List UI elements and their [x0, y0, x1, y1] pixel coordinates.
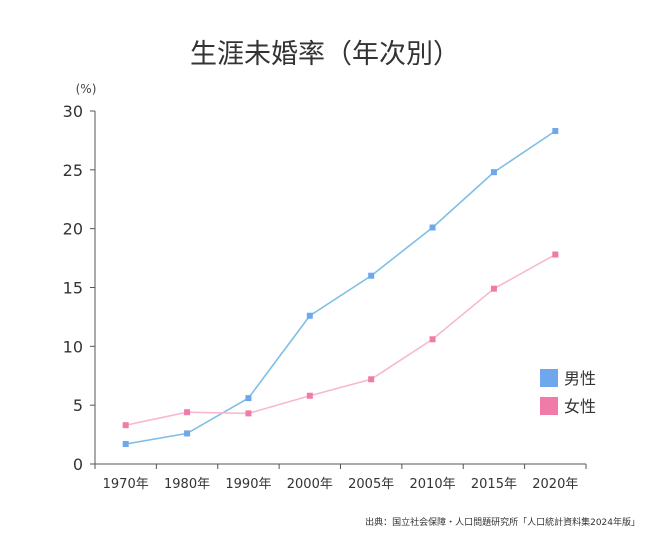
data-point-female	[245, 410, 252, 417]
data-point-female	[122, 422, 129, 429]
data-point-female	[429, 336, 436, 343]
x-tick-label: 1990年	[225, 477, 271, 492]
y-tick-label: 20	[63, 220, 83, 239]
series-line-female	[125, 253, 556, 426]
series-layer	[122, 128, 559, 447]
x-tick-label: 2000年	[287, 477, 333, 492]
y-axis-unit: (%)	[76, 82, 97, 96]
data-point-male	[368, 272, 375, 279]
series-line-male	[125, 130, 556, 445]
data-point-male	[429, 224, 436, 231]
x-tick-label: 1980年	[164, 477, 210, 492]
data-point-male	[306, 312, 313, 319]
x-tick-label: 2020年	[532, 477, 578, 492]
data-point-female	[552, 251, 559, 258]
y-tick-label: 5	[73, 396, 83, 415]
x-tick-label: 2015年	[471, 477, 517, 492]
chart-title: 生涯未婚率（年次別）	[190, 39, 460, 70]
legend-swatch-male	[540, 369, 558, 387]
data-point-male	[245, 395, 252, 402]
y-tick-label: 15	[63, 279, 83, 298]
legend-label-male: 男性	[564, 369, 596, 388]
y-tick-label: 0	[73, 455, 83, 474]
data-point-male	[184, 430, 191, 437]
x-tick-label: 2010年	[410, 477, 456, 492]
x-axis: 1970年 1980年 1990年 2000年 2005年 2010年 2015年 2020年	[94, 464, 587, 492]
y-tick-label: 10	[63, 337, 83, 356]
legend-swatch-female	[540, 397, 558, 415]
y-tick-label: 30	[63, 102, 83, 121]
x-tick-label: 2005年	[348, 477, 394, 492]
data-point-male	[490, 169, 497, 176]
source-note: 出典：国立社会保障・人口問題研究所「人口統計資料集2024年版」	[365, 516, 640, 528]
data-point-female	[368, 376, 375, 383]
data-point-female	[306, 392, 313, 399]
y-axis: 0 5 10 15 20 25 30	[63, 102, 95, 474]
data-point-female	[184, 409, 191, 416]
data-point-male	[552, 128, 559, 135]
data-point-male	[122, 440, 129, 447]
legend-label-female: 女性	[564, 397, 596, 416]
y-tick-label: 25	[63, 161, 83, 180]
data-point-female	[490, 285, 497, 292]
x-tick-label: 1970年	[103, 477, 149, 492]
